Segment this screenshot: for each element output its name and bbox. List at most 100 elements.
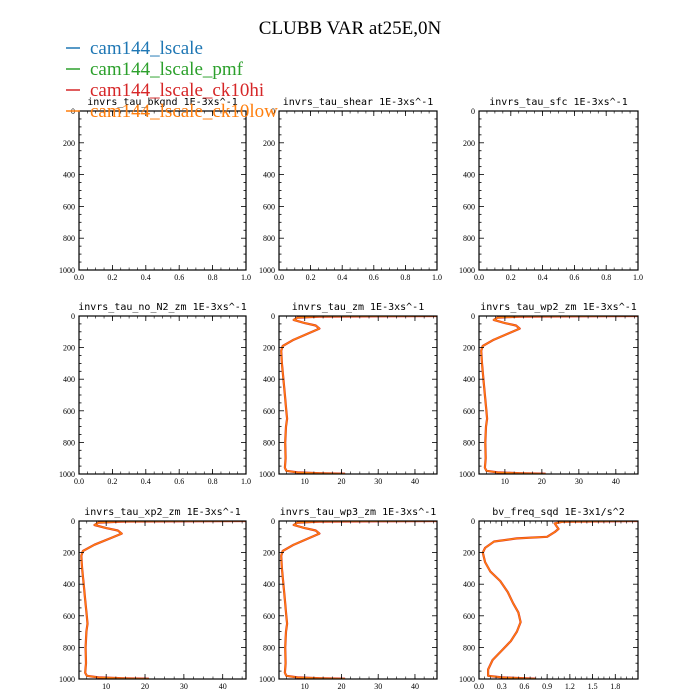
x-tick-label: 0.0 — [274, 273, 284, 282]
legend-label: cam144_lscale_ck10hi — [90, 80, 264, 101]
legend-label: cam144_lscale_pmf — [90, 59, 244, 80]
x-tick-label: 0.4 — [141, 273, 151, 282]
y-tick-label: 400 — [463, 171, 475, 180]
subplot-8: invrs_tau_wp3_zm 1E-3xs^-1 0 200 400 600 800 1… — [259, 507, 438, 691]
x-tick-label: 30 — [180, 682, 188, 691]
y-tick-label: 400 — [63, 375, 75, 384]
series-line-2 — [480, 316, 638, 474]
y-tick-label: 800 — [463, 234, 475, 243]
y-tick-label: 600 — [463, 612, 475, 621]
y-tick-label: 200 — [63, 344, 75, 353]
x-tick-label: 0.8 — [601, 273, 611, 282]
x-tick-label: 40 — [411, 477, 419, 486]
series-line-2 — [280, 316, 437, 474]
subplot-6: invrs_tau_wp2_zm 1E-3xs^-1 0 200 400 600 800 1… — [459, 302, 639, 486]
series-group — [80, 521, 246, 679]
y-tick-label: 400 — [263, 375, 275, 384]
legend-item: cam144_lscale — [66, 38, 203, 59]
subplot-title: invrs_tau_wp3_zm 1E-3xs^-1 — [280, 507, 437, 518]
figure-title: CLUBB VAR at25E,0N — [259, 18, 442, 39]
x-tick-label: 1.5 — [588, 682, 598, 691]
x-tick-label: 0.2 — [506, 273, 516, 282]
y-tick-label: 0 — [71, 517, 75, 526]
subplot-4: invrs_tau_no_N2_zm 1E-3xs^-10 200 400 600 80… — [59, 302, 251, 486]
y-tick-label: 400 — [263, 580, 275, 589]
legend-item: cam144_lscale_ck10low — [66, 101, 278, 122]
subplot-3: invrs_tau_sfc 1E-3xs^-1 0 200 400 600 800 1000… — [459, 97, 643, 282]
y-tick-label: 0 — [471, 107, 475, 116]
x-tick-label: 1.8 — [610, 682, 620, 691]
y-tick-label: 200 — [463, 344, 475, 353]
x-tick-label: 30 — [575, 477, 583, 486]
plot-frame — [278, 110, 438, 271]
x-tick-label: 0.2 — [107, 273, 117, 282]
y-tick-label: 1000 — [259, 266, 275, 275]
y-tick-label: 600 — [63, 407, 75, 416]
plot-frame — [478, 315, 639, 475]
y-tick-label: 600 — [63, 612, 75, 621]
y-tick-label: 400 — [463, 375, 475, 384]
y-tick-label: 200 — [463, 549, 475, 558]
plot-frame — [278, 315, 438, 475]
series-line-2 — [482, 521, 638, 679]
x-tick-label: 1.0 — [241, 273, 251, 282]
y-tick-label: 200 — [63, 139, 75, 148]
subplot-title: invrs_tau_bkgnd 1E-3xs^-1 — [87, 97, 238, 108]
plot-frame — [78, 110, 247, 271]
x-tick-label: 0.8 — [208, 477, 218, 486]
plot-frame — [78, 520, 247, 680]
x-tick-label: 30 — [374, 682, 382, 691]
x-tick-label: 0.2 — [107, 477, 117, 486]
y-tick-label: 1000 — [59, 470, 75, 479]
subplot-title: invrs_tau_zm 1E-3xs^-1 — [292, 302, 424, 313]
x-tick-label: 0.8 — [208, 273, 218, 282]
x-tick-label: 40 — [411, 682, 419, 691]
subplot-title: bv_freq_sqd 1E-3x1/s^2 — [492, 507, 624, 518]
y-tick-label: 200 — [263, 344, 275, 353]
x-tick-label: 0.0 — [74, 477, 84, 486]
legend-label: cam144_lscale — [90, 38, 203, 59]
y-tick-label: 1000 — [59, 675, 75, 684]
legend: cam144_lscalecam144_lscale_pmfcam144_lsc… — [66, 38, 278, 122]
x-tick-label: 0.2 — [306, 273, 316, 282]
x-tick-label: 0.4 — [141, 477, 151, 486]
y-tick-label: 600 — [63, 202, 75, 211]
subplot-title: invrs_tau_no_N2_zm 1E-3xs^-1 — [78, 302, 247, 313]
x-tick-label: 0.0 — [74, 273, 84, 282]
subplot-7: invrs_tau_xp2_zm 1E-3xs^-1 0 200 400 600 800 1… — [59, 507, 247, 691]
y-tick-label: 200 — [63, 549, 75, 558]
series-line-2 — [80, 521, 246, 679]
y-tick-label: 200 — [463, 139, 475, 148]
x-tick-label: 20 — [538, 477, 546, 486]
y-tick-label: 400 — [63, 580, 75, 589]
y-tick-label: 600 — [263, 202, 275, 211]
x-tick-label: 0.6 — [174, 273, 184, 282]
x-tick-label: 20 — [141, 682, 149, 691]
subplot-2: invrs_tau_shear 1E-3xs^-1 0 200 400 600 800 10… — [259, 97, 442, 282]
y-tick-label: 0 — [271, 517, 275, 526]
legend-item: cam144_lscale_pmf — [66, 59, 244, 80]
y-tick-label: 600 — [263, 407, 275, 416]
series-line-1 — [280, 521, 437, 679]
y-tick-label: 1000 — [459, 675, 475, 684]
y-tick-label: 0 — [71, 312, 75, 321]
y-tick-label: 1000 — [459, 470, 475, 479]
x-tick-label: 0.4 — [337, 273, 347, 282]
series-line-2 — [280, 521, 437, 679]
series-group — [480, 316, 638, 474]
x-tick-label: 0.6 — [369, 273, 379, 282]
y-tick-label: 400 — [63, 171, 75, 180]
series-line-1 — [480, 316, 638, 474]
y-tick-label: 1000 — [259, 470, 275, 479]
series-line-1 — [481, 521, 638, 679]
y-tick-label: 400 — [263, 171, 275, 180]
series-group — [481, 521, 638, 679]
x-tick-label: 0.4 — [538, 273, 548, 282]
x-tick-label: 40 — [219, 682, 227, 691]
x-tick-label: 0.0 — [474, 273, 484, 282]
y-tick-label: 600 — [463, 202, 475, 211]
x-tick-label: 0.6 — [174, 477, 184, 486]
x-tick-label: 1.0 — [241, 477, 251, 486]
y-tick-label: 800 — [463, 438, 475, 447]
